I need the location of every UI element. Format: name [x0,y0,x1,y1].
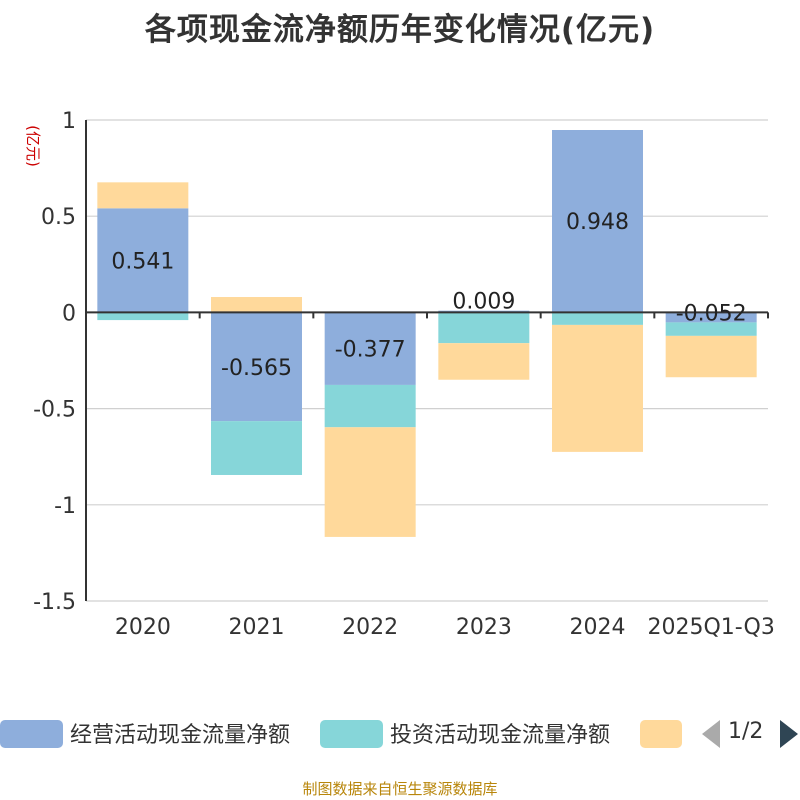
legend-swatch-operating [0,720,63,748]
stacked-bar-chart: 1 0.5 0 -0.5 -1 -1.5 (亿元) 2020 2021 2022 2023 2024 2… [24,109,775,640]
x-tick-label: 2024 [570,615,626,640]
bar-investing-2022 [324,384,416,428]
legend-page-indicator: 1/2 [728,719,764,744]
legend-label-operating: 经营活动现金流量净额 [70,723,291,748]
y-axis-unit-label: (亿元) [24,125,42,167]
x-tick-label: 2021 [229,615,285,640]
legend-swatch-investing [320,720,383,748]
bar-operating-2022 [324,312,416,385]
bar-operating-2025q1-q3 [665,312,757,323]
bar-financing-2024 [552,324,643,452]
bar-investing-2024 [552,312,643,325]
bar-operating-2024 [552,130,643,313]
bar-investing-2025q1-q3 [665,322,757,336]
data-label: 0.541 [111,249,174,274]
data-label: 0.948 [566,210,629,235]
data-label: -0.377 [335,338,406,363]
x-tick-label: 2022 [342,615,398,640]
bar-investing-2020 [97,312,189,321]
prev-page-icon[interactable] [702,720,720,748]
chart-title: 各项现金流净额历年变化情况(亿元) [144,12,656,48]
y-tick-label: -0.5 [33,398,76,423]
y-tick-label: 0 [62,301,76,326]
data-label: -0.565 [221,356,292,381]
bar-financing-2020 [97,182,189,209]
legend-label-investing: 投资活动现金流量净额 [390,723,611,748]
x-tick-label: 2023 [456,615,512,640]
y-tick-label: -1.5 [33,590,76,615]
bar-operating-2020 [97,208,189,313]
bar-operating-2021 [211,312,302,422]
bar-financing-2025q1-q3 [665,335,757,378]
next-page-icon[interactable] [780,720,798,748]
data-source-note: 制图数据来自恒生聚源数据库 [302,780,498,798]
legend: 经营活动现金流量净额 投资活动现金流量净额 1/2 [0,716,800,752]
y-tick-label: -1 [54,494,76,519]
bar-financing-2022 [324,427,416,537]
bar-investing-2023 [438,312,530,344]
data-label: -0.052 [676,301,747,326]
legend-swatch-financing [640,720,682,748]
data-label: 0.009 [452,290,515,315]
y-tick-label: 0.5 [41,205,76,230]
bar-investing-2021 [211,421,302,475]
x-tick-label: 2020 [115,615,171,640]
x-tick-label: 2025Q1-Q3 [647,615,774,640]
bar-financing-2021 [211,297,302,313]
y-tick-label: 1 [62,109,76,134]
bar-financing-2023 [438,343,530,380]
